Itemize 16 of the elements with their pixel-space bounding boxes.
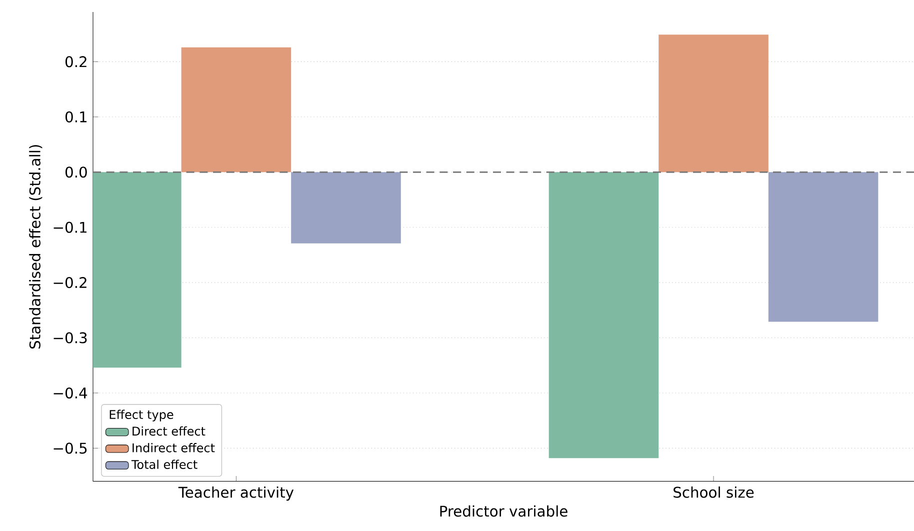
y-axis-title: Standardised effect (Std.all) <box>29 145 42 349</box>
x-tick-label: School size <box>674 486 754 498</box>
y-tick-label: 0.1 <box>65 111 86 122</box>
y-tick-label: −0.2 <box>54 277 86 288</box>
y-tick-label: 0.0 <box>65 166 87 178</box>
legend-label: Direct effect <box>132 426 206 436</box>
x-tick-label: Teacher activity <box>178 486 294 501</box>
legend-title: Effect type <box>110 410 174 422</box>
x-axis-title: Predictor variable <box>440 505 568 517</box>
legend-label: Total effect <box>131 460 198 469</box>
y-tick-label: −0.4 <box>54 387 88 399</box>
y-tick-label: −0.3 <box>54 332 87 344</box>
y-tick-label: 0.2 <box>65 56 86 68</box>
y-tick-label: −0.5 <box>54 442 87 454</box>
y-tick-label: −0.1 <box>54 222 86 233</box>
legend-label: Indirect effect <box>132 443 215 452</box>
